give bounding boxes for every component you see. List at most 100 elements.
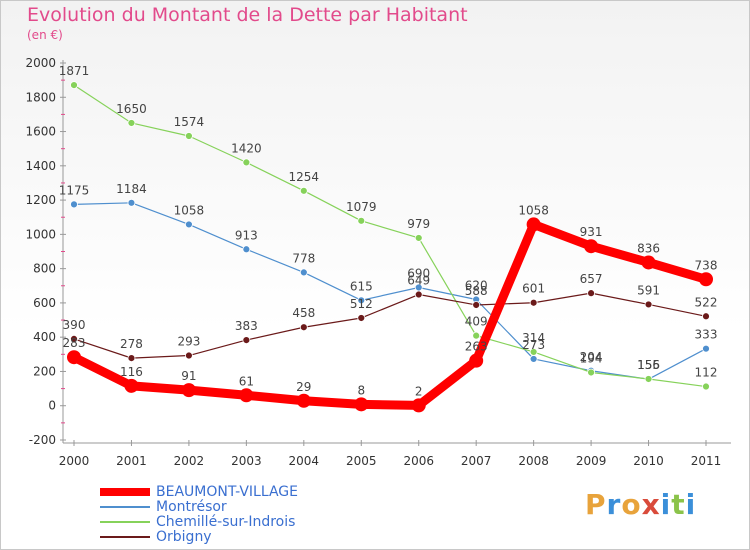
data-label: 263 xyxy=(465,340,488,354)
legend-swatch xyxy=(100,488,150,496)
data-point xyxy=(242,158,251,167)
data-point xyxy=(584,239,599,254)
y-tick-label: 1000 xyxy=(25,227,56,241)
legend-swatch xyxy=(100,521,150,523)
data-point xyxy=(70,200,78,209)
data-label: 1079 xyxy=(346,200,377,214)
data-point xyxy=(242,245,251,254)
y-tick-label: 1200 xyxy=(25,193,56,207)
data-point xyxy=(414,290,423,299)
y-tick-label: 800 xyxy=(33,262,56,276)
logo-letter: x xyxy=(641,488,661,521)
data-label: 1871 xyxy=(59,64,90,78)
logo-letter: t xyxy=(671,488,686,521)
data-point xyxy=(472,331,481,340)
x-tick-label: 2010 xyxy=(633,454,664,468)
data-label: 29 xyxy=(296,380,311,394)
data-point xyxy=(127,119,136,127)
data-label: 409 xyxy=(465,315,488,329)
logo-letter: r xyxy=(606,488,622,521)
data-label: 620 xyxy=(465,278,488,292)
data-label: 1058 xyxy=(518,203,549,217)
data-label: 1650 xyxy=(116,102,147,116)
data-label: 204 xyxy=(580,350,603,364)
data-label: 615 xyxy=(350,279,373,293)
data-point xyxy=(357,296,366,305)
data-label: 293 xyxy=(177,335,200,349)
data-point xyxy=(587,368,595,377)
data-label: 657 xyxy=(580,272,603,286)
y-tick-label: 600 xyxy=(33,296,56,310)
data-point xyxy=(299,268,308,277)
series-line-chemill-sur-indrois xyxy=(73,84,707,388)
data-point xyxy=(357,216,366,225)
data-label: 1420 xyxy=(231,141,262,155)
data-label: 156 xyxy=(637,358,660,372)
data-label: 1184 xyxy=(116,182,147,196)
x-tick-label: 2003 xyxy=(231,454,262,468)
y-tick-label: 2000 xyxy=(25,56,56,70)
logo-letter: o xyxy=(621,488,642,521)
data-point xyxy=(124,378,139,393)
legend-swatch xyxy=(100,506,150,508)
data-point xyxy=(357,314,366,322)
x-tick-label: 2005 xyxy=(346,454,377,468)
data-label: 1175 xyxy=(59,183,90,197)
data-label: 283 xyxy=(63,336,86,350)
legend-item: Montrésor xyxy=(100,499,227,515)
data-label: 273 xyxy=(522,338,545,352)
data-label: 601 xyxy=(522,282,545,296)
x-tick-label: 2001 xyxy=(116,454,147,468)
data-point xyxy=(181,383,196,398)
data-point xyxy=(414,234,423,242)
data-point xyxy=(242,336,251,344)
legend-label: BEAUMONT-VILLAGE xyxy=(156,484,298,500)
y-tick-label: 1600 xyxy=(25,125,56,139)
legend-item: BEAUMONT-VILLAGE xyxy=(100,484,298,500)
y-tick-label: -200 xyxy=(29,433,56,447)
data-label: 278 xyxy=(120,337,143,351)
y-tick-label: 1800 xyxy=(25,90,56,104)
data-label: 91 xyxy=(181,369,196,383)
legend-label: Montrésor xyxy=(156,499,227,515)
data-label: 8 xyxy=(357,383,365,397)
series-line-beaumont-village xyxy=(71,219,708,410)
data-label: 738 xyxy=(695,258,718,272)
data-label: 778 xyxy=(292,251,315,265)
legend-label: Chemillé-sur-Indrois xyxy=(156,514,296,530)
x-tick-label: 2007 xyxy=(461,454,492,468)
data-label: 1058 xyxy=(174,203,205,217)
data-label: 1574 xyxy=(174,115,205,129)
x-tick-label: 2011 xyxy=(691,454,722,468)
data-point xyxy=(529,298,538,307)
proxiti-logo: Proxiti xyxy=(585,488,696,521)
data-point xyxy=(185,132,193,140)
y-tick-label: 400 xyxy=(33,330,56,344)
data-point xyxy=(702,312,710,321)
data-label: 588 xyxy=(465,284,488,298)
data-label: 61 xyxy=(239,374,254,388)
y-tick-label: 1400 xyxy=(25,159,56,173)
legend-item: Chemillé-sur-Indrois xyxy=(100,514,296,530)
chart-title: Evolution du Montant de la Dette par Hab… xyxy=(27,4,468,26)
data-point xyxy=(699,272,713,287)
data-label: 522 xyxy=(695,295,718,309)
y-tick-label: 0 xyxy=(48,399,56,413)
x-tick-label: 2009 xyxy=(576,454,607,468)
data-label: 979 xyxy=(407,217,430,231)
data-point xyxy=(641,255,656,270)
data-point xyxy=(70,334,78,343)
data-label: 112 xyxy=(695,366,718,380)
data-point xyxy=(299,186,308,195)
x-tick-label: 2000 xyxy=(59,454,90,468)
data-label: 390 xyxy=(63,318,86,332)
series-line-orbigny xyxy=(73,292,707,359)
data-label: 314 xyxy=(522,331,545,345)
chart-subtitle: (en €) xyxy=(27,28,63,42)
data-point xyxy=(644,300,653,309)
data-label: 931 xyxy=(580,225,603,239)
data-label: 155 xyxy=(637,358,660,372)
data-point xyxy=(70,81,78,90)
